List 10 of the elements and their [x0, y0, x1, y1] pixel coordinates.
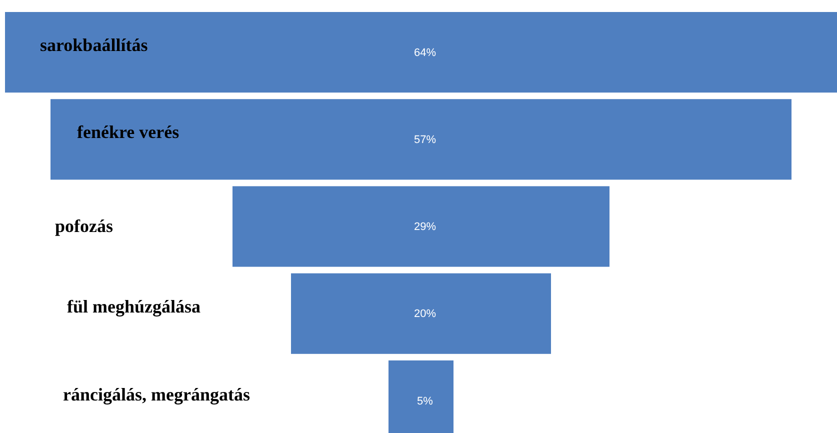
category-label: fül meghúzgálása [67, 296, 201, 316]
category-label: fenékre verés [77, 122, 180, 142]
category-label: pofozás [55, 216, 113, 236]
data-label: 5% [417, 395, 434, 408]
data-label: 64% [414, 46, 436, 59]
data-label: 29% [414, 221, 436, 234]
category-label: sarokbaállítás [40, 35, 148, 55]
data-label: 57% [414, 134, 436, 146]
category-label: ráncigálás, megrángatás [63, 384, 250, 404]
data-label: 20% [414, 308, 436, 320]
